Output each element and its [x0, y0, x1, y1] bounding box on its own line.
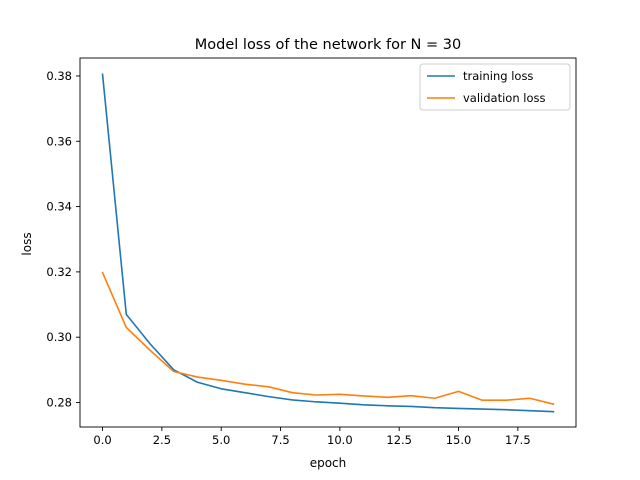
y-tick-label: 0.28	[46, 396, 72, 410]
x-tick-label: 2.5	[153, 433, 171, 447]
x-tick-label: 17.5	[505, 433, 531, 447]
series-line-1	[101, 271, 555, 406]
x-tick-label: 7.5	[271, 433, 289, 447]
legend-label-0: training loss	[463, 69, 533, 83]
y-tick-label: 0.34	[46, 200, 72, 214]
axes-frame	[79, 57, 577, 428]
plot-area: 0.0 2.5 5.0 7.5 10.0 12.5 15.0 17.5 0.28 0.30 0.32…	[46, 57, 577, 447]
x-tick-label: 5.0	[212, 433, 230, 447]
x-axis-label: epoch	[310, 456, 347, 470]
y-tick-label: 0.36	[46, 134, 72, 148]
y-tick-label: 0.32	[46, 265, 72, 279]
x-tick-label: 10.0	[327, 433, 353, 447]
legend-label-1: validation loss	[463, 91, 546, 105]
chart-title: Model loss of the network for N = 30	[195, 37, 461, 53]
y-tick-label: 0.38	[46, 69, 72, 83]
y-axis-label: loss	[20, 232, 34, 255]
legend: training loss validation loss	[419, 63, 571, 111]
legend-box	[419, 63, 571, 111]
x-tick-label: 12.5	[386, 433, 412, 447]
x-tick-label: 15.0	[446, 433, 472, 447]
x-tick-label: 0.0	[93, 433, 111, 447]
y-tick-label: 0.30	[46, 330, 72, 344]
